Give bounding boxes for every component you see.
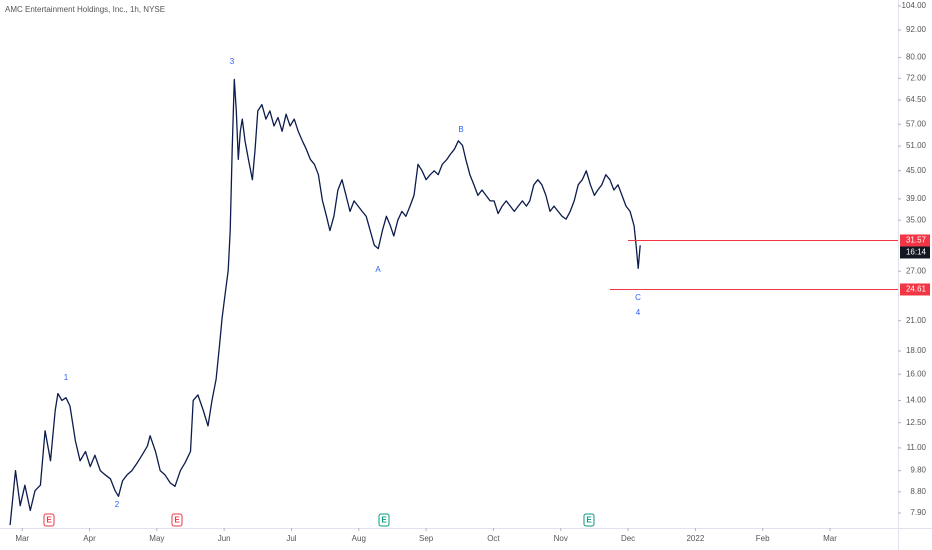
x-tick-label: Nov bbox=[554, 534, 568, 543]
x-tick-label: Oct bbox=[487, 534, 500, 543]
countdown-badge bbox=[900, 246, 930, 259]
wave-label: C bbox=[635, 293, 641, 302]
x-tick-label: Feb bbox=[756, 534, 770, 543]
price-level-label: 31.57 bbox=[906, 236, 927, 245]
wave-label: 2 bbox=[115, 500, 120, 509]
price-line bbox=[9, 78, 641, 526]
y-tick-label: 16.00 bbox=[906, 369, 927, 378]
y-tick-label: 12.50 bbox=[906, 418, 927, 427]
y-tick-label: 72.00 bbox=[906, 73, 927, 82]
countdown-label: 16:14 bbox=[906, 248, 927, 257]
earnings-label: E bbox=[46, 516, 52, 525]
x-tick-label: Jun bbox=[218, 534, 231, 543]
y-tick-label: 57.00 bbox=[906, 119, 927, 128]
y-tick-label: 18.00 bbox=[906, 346, 927, 355]
y-tick-label: 104.00 bbox=[902, 1, 927, 10]
price-level-badge bbox=[900, 234, 930, 247]
y-tick-label: 11.00 bbox=[907, 443, 927, 452]
x-tick-label: Mar bbox=[15, 534, 29, 543]
x-tick-label: May bbox=[149, 534, 164, 543]
y-tick-label: 64.50 bbox=[906, 95, 927, 104]
x-tick-label: Apr bbox=[83, 534, 96, 543]
wave-label: A bbox=[375, 265, 381, 274]
earnings-label: E bbox=[174, 516, 180, 525]
x-tick-label: Aug bbox=[352, 534, 366, 543]
chart-title: AMC Entertainment Holdings, Inc., 1h, NY… bbox=[5, 5, 165, 14]
x-tick-label: Sep bbox=[419, 534, 434, 543]
x-tick-label: Jul bbox=[286, 534, 296, 543]
earnings-label: E bbox=[586, 516, 592, 525]
y-tick-label: 92.00 bbox=[906, 25, 927, 34]
y-tick-label: 14.00 bbox=[906, 396, 927, 405]
earnings-label: E bbox=[381, 516, 387, 525]
y-tick-label: 80.00 bbox=[906, 53, 927, 62]
y-tick-label: 21.00 bbox=[906, 316, 927, 325]
y-tick-label: 7.90 bbox=[910, 508, 926, 517]
y-tick-label: 27.00 bbox=[906, 266, 927, 275]
wave-label: 3 bbox=[230, 57, 235, 66]
wave-label: B bbox=[458, 125, 463, 134]
earnings-marker bbox=[171, 513, 183, 527]
earnings-marker bbox=[378, 513, 390, 527]
wave-label: 1 bbox=[64, 373, 69, 382]
earnings-marker bbox=[43, 513, 55, 527]
x-tick-label: 2022 bbox=[686, 534, 704, 543]
y-tick-label: 8.80 bbox=[910, 487, 926, 496]
wave-label: 4 bbox=[636, 308, 641, 317]
y-tick-label: 9.80 bbox=[910, 466, 926, 475]
price-level-label: 24.61 bbox=[906, 285, 927, 294]
x-tick-label: Mar bbox=[823, 534, 837, 543]
y-tick-label: 45.00 bbox=[906, 166, 927, 175]
earnings-marker bbox=[583, 513, 595, 527]
y-tick-label: 51.00 bbox=[906, 141, 927, 150]
y-tick-label: 39.00 bbox=[906, 194, 927, 203]
x-tick-label: Dec bbox=[621, 534, 635, 543]
price-level-badge bbox=[900, 283, 930, 296]
y-tick-label: 35.00 bbox=[906, 215, 927, 224]
